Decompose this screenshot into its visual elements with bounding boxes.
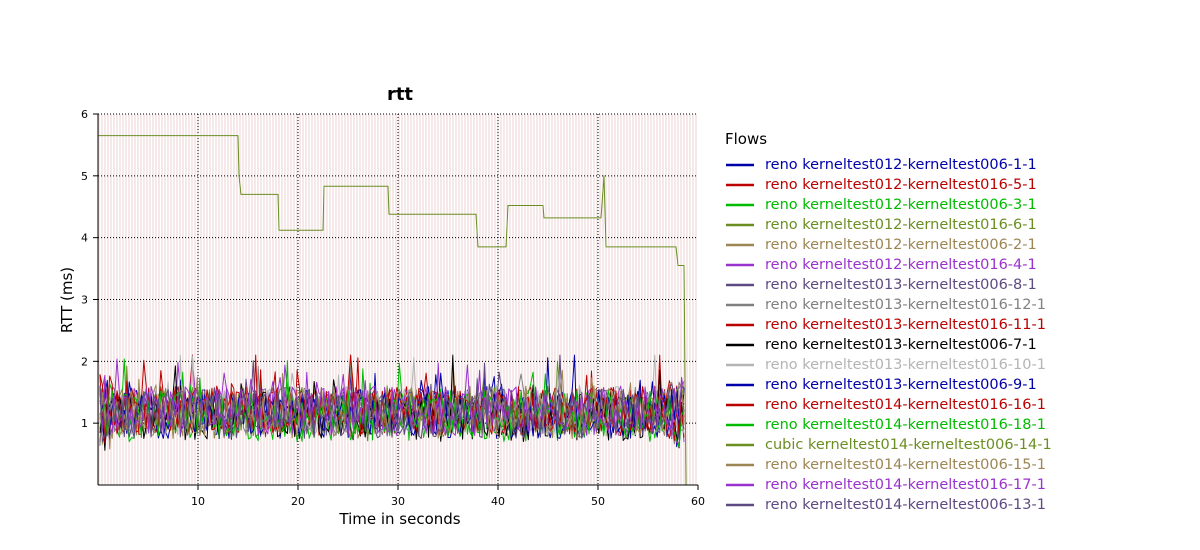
- legend-item-label: reno kerneltest013-kerneltest016-10-1: [765, 357, 1046, 373]
- x-tick-label: 50: [591, 495, 605, 508]
- x-axis-title: Time in seconds: [338, 510, 460, 528]
- series-line-17: [99, 364, 685, 437]
- legend: Flows reno kerneltest012-kerneltest006-1…: [725, 130, 1052, 513]
- legend-item-label: reno kerneltest013-kerneltest006-9-1: [765, 377, 1037, 393]
- y-tick-label: 3: [81, 294, 88, 307]
- y-tick-label: 5: [81, 170, 88, 183]
- legend-item-label: reno kerneltest014-kerneltest016-17-1: [765, 477, 1046, 493]
- series-line-18: [99, 360, 685, 443]
- series-line-16: [99, 376, 685, 439]
- legend-item-label: reno kerneltest014-kerneltest016-18-1: [765, 417, 1046, 433]
- series-layer: [98, 135, 687, 486]
- chart-title: rtt: [387, 84, 413, 105]
- y-tick-label: 1: [81, 417, 88, 430]
- y-tick-label: 4: [81, 232, 88, 245]
- legend-title: Flows: [725, 130, 767, 148]
- x-tick-label: 10: [191, 495, 205, 508]
- legend-item-label: cubic kerneltest014-kerneltest006-14-1: [765, 437, 1052, 453]
- y-tick-label: 2: [81, 355, 88, 368]
- legend-item-label: reno kerneltest012-kerneltest006-1-1: [765, 157, 1037, 173]
- legend-item-label: reno kerneltest014-kerneltest006-15-1: [765, 457, 1046, 473]
- x-tick-label: 60: [691, 495, 705, 508]
- legend-item-label: reno kerneltest012-kerneltest016-6-1: [765, 217, 1037, 233]
- x-tick-label: 40: [491, 495, 505, 508]
- legend-item-label: reno kerneltest014-kerneltest016-16-1: [765, 397, 1046, 413]
- legend-item-label: reno kerneltest013-kerneltest016-12-1: [765, 297, 1046, 313]
- legend-item-label: reno kerneltest012-kerneltest006-3-1: [765, 197, 1037, 213]
- x-tick-label: 30: [391, 495, 405, 508]
- legend-item-label: reno kerneltest013-kerneltest016-11-1: [765, 317, 1046, 333]
- legend-item-label: reno kerneltest012-kerneltest006-2-1: [765, 237, 1037, 253]
- legend-item-label: reno kerneltest013-kerneltest006-8-1: [765, 277, 1037, 293]
- legend-item-label: reno kerneltest014-kerneltest006-13-1: [765, 497, 1046, 513]
- series-line-12: [99, 354, 685, 439]
- series-line-15: [98, 135, 687, 486]
- legend-item-label: reno kerneltest012-kerneltest016-5-1: [765, 177, 1037, 193]
- y-ticks: 1 2 3 4 5 6: [81, 108, 98, 430]
- x-ticks: 10 20 30 40 50 60: [191, 485, 705, 508]
- x-tick-label: 20: [291, 495, 305, 508]
- legend-item-label: reno kerneltest013-kerneltest006-7-1: [765, 337, 1037, 353]
- y-tick-label: 6: [81, 108, 88, 121]
- legend-item-label: reno kerneltest012-kerneltest016-4-1: [765, 257, 1037, 273]
- y-axis-title: RTT (ms): [58, 267, 76, 333]
